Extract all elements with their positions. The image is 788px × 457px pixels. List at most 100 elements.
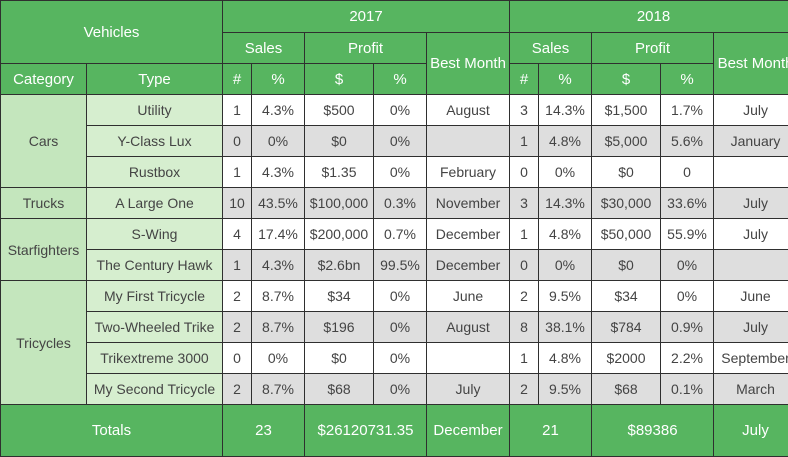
sales-pct-2017: 8.7% [252, 312, 305, 343]
count-header-2017: # [223, 64, 252, 95]
count-2017: 0 [223, 126, 252, 157]
best-month-2017: August [427, 95, 510, 126]
sales-pct-2018: 4.8% [539, 219, 592, 250]
best-month-2017: August [427, 312, 510, 343]
category-cell: Tricycles [1, 281, 87, 405]
best-month-2017: December [427, 219, 510, 250]
table-row: Starfighters S-Wing 4 17.4% $200,000 0.7… [1, 219, 788, 250]
profit-2017: $2.6bn [305, 250, 374, 281]
profit-2017: $0 [305, 343, 374, 374]
count-2017: 2 [223, 281, 252, 312]
profit-pct-2017: 0% [374, 126, 427, 157]
year-2018-header: 2018 [510, 1, 788, 33]
count-2017: 10 [223, 188, 252, 219]
sales-pct-2018: 9.5% [539, 374, 592, 405]
sales-pct-2017: 4.3% [252, 157, 305, 188]
count-2017: 1 [223, 95, 252, 126]
sales-pct-2018: 4.8% [539, 343, 592, 374]
best-month-2018: January [714, 126, 788, 157]
best-month-2018: July [714, 219, 788, 250]
sales-pct-2018: 14.3% [539, 188, 592, 219]
profit-2018: $0 [592, 157, 661, 188]
profit-pct-2017: 0.7% [374, 219, 427, 250]
sales-header-2018: Sales [510, 33, 592, 64]
count-2017: 1 [223, 157, 252, 188]
best-month-2018 [714, 250, 788, 281]
profit-2018: $1,500 [592, 95, 661, 126]
profit-2018: $30,000 [592, 188, 661, 219]
count-2017: 0 [223, 343, 252, 374]
profit-pct-2018: 0.1% [661, 374, 714, 405]
table-row: Cars Utility 1 4.3% $500 0% August 3 14.… [1, 95, 788, 126]
best-month-2017: June [427, 281, 510, 312]
type-cell: S-Wing [87, 219, 223, 250]
profit-2018: $2000 [592, 343, 661, 374]
profit-2017: $200,000 [305, 219, 374, 250]
profit-dollar-header-2018: $ [592, 64, 661, 95]
sales-pct-2018: 14.3% [539, 95, 592, 126]
totals-sales-2018: 21 [510, 405, 592, 457]
table-row: Trikextreme 3000 0 0% $0 0% 1 4.8% $2000… [1, 343, 788, 374]
profit-2018: $50,000 [592, 219, 661, 250]
year-2017-header: 2017 [223, 1, 510, 33]
profit-pct-2017: 0% [374, 374, 427, 405]
sales-pct-header-2018: % [539, 64, 592, 95]
best-month-2017: February [427, 157, 510, 188]
table-row: Two-Wheeled Trike 2 8.7% $196 0% August … [1, 312, 788, 343]
best-month-2018: September [714, 343, 788, 374]
profit-2017: $1.35 [305, 157, 374, 188]
profit-pct-2018: 33.6% [661, 188, 714, 219]
profit-pct-header-2018: % [661, 64, 714, 95]
best-month-2017 [427, 126, 510, 157]
type-cell: Y-Class Lux [87, 126, 223, 157]
sales-pct-2017: 8.7% [252, 281, 305, 312]
type-cell: The Century Hawk [87, 250, 223, 281]
type-cell: My Second Tricycle [87, 374, 223, 405]
profit-2018: $784 [592, 312, 661, 343]
sales-pct-2018: 38.1% [539, 312, 592, 343]
count-2018: 0 [510, 250, 539, 281]
profit-pct-2017: 0% [374, 95, 427, 126]
table-row: Y-Class Lux 0 0% $0 0% 1 4.8% $5,000 5.6… [1, 126, 788, 157]
totals-best-month-2018: July [714, 405, 788, 457]
table-row: My Second Tricycle 2 8.7% $68 0% July 2 … [1, 374, 788, 405]
sales-pct-2017: 8.7% [252, 374, 305, 405]
best-month-2017: December [427, 250, 510, 281]
type-cell: My First Tricycle [87, 281, 223, 312]
sales-pct-header-2017: % [252, 64, 305, 95]
totals-profit-2017: $26120731.35 [305, 405, 427, 457]
profit-pct-2017: 99.5% [374, 250, 427, 281]
count-2018: 3 [510, 188, 539, 219]
profit-2018: $5,000 [592, 126, 661, 157]
sales-pct-2018: 0% [539, 157, 592, 188]
best-month-2018: June [714, 281, 788, 312]
profit-pct-2017: 0% [374, 343, 427, 374]
best-month-2018: July [714, 312, 788, 343]
profit-pct-header-2017: % [374, 64, 427, 95]
profit-pct-2018: 2.2% [661, 343, 714, 374]
best-month-header-2017: Best Month [427, 33, 510, 95]
vehicles-header: Vehicles [1, 1, 223, 64]
profit-2018: $0 [592, 250, 661, 281]
sales-pct-2018: 9.5% [539, 281, 592, 312]
profit-2017: $100,000 [305, 188, 374, 219]
profit-2017: $0 [305, 126, 374, 157]
count-2017: 2 [223, 374, 252, 405]
profit-pct-2018: 0% [661, 281, 714, 312]
type-cell: A Large One [87, 188, 223, 219]
count-2018: 2 [510, 374, 539, 405]
profit-2018: $34 [592, 281, 661, 312]
count-2018: 1 [510, 219, 539, 250]
profit-pct-2018: 1.7% [661, 95, 714, 126]
best-month-2017: July [427, 374, 510, 405]
category-cell: Trucks [1, 188, 87, 219]
table-row: Tricycles My First Tricycle 2 8.7% $34 0… [1, 281, 788, 312]
table-row: Trucks A Large One 10 43.5% $100,000 0.3… [1, 188, 788, 219]
type-cell: Rustbox [87, 157, 223, 188]
totals-row: Totals 23 $26120731.35 December 21 $8938… [1, 405, 788, 457]
table-row: The Century Hawk 1 4.3% $2.6bn 99.5% Dec… [1, 250, 788, 281]
totals-sales-2017: 23 [223, 405, 305, 457]
profit-pct-2017: 0% [374, 312, 427, 343]
profit-pct-2018: 0.9% [661, 312, 714, 343]
count-2018: 3 [510, 95, 539, 126]
